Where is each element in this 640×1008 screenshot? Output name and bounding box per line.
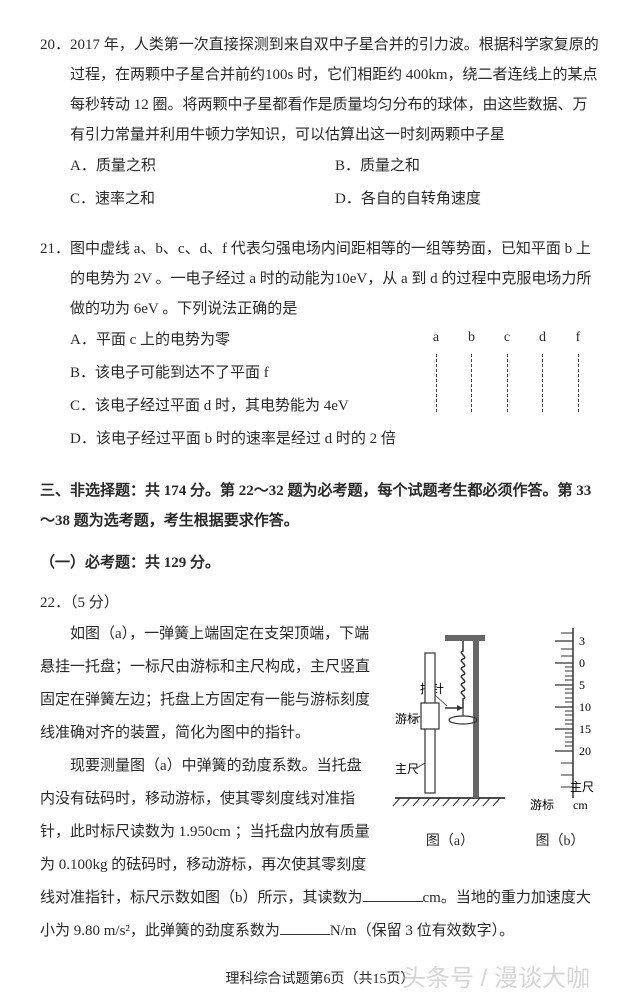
q22-para2c: N/m（保留 3 位有效数字）。 [330, 923, 514, 939]
q20-number: 20． [40, 37, 70, 53]
dashed-line [459, 352, 485, 412]
q20-opt-d: D．各自的自转角速度 [335, 183, 600, 216]
dashed-line [494, 352, 520, 412]
footer-text: 理科综合试题第6页（共15页） [226, 972, 415, 987]
q21-label-a: a [423, 324, 449, 352]
question-20: 20．2017 年，人类第一次直接探测到来自双中子星合并的引力波。根据科学家复原… [40, 30, 600, 216]
q21-diagram: a b c d f [420, 324, 600, 404]
q21-label-d: d [530, 324, 556, 352]
watermark: 头条号 / 漫谈大咖 [402, 958, 590, 993]
svg-text:3: 3 [579, 634, 585, 648]
q20-body: 20．2017 年，人类第一次直接探测到来自双中子星合并的引力波。根据科学家复原… [40, 30, 600, 150]
dashed-line [423, 352, 449, 412]
q21-opt-b: B．该电子可能到达不了平面 f [70, 357, 410, 390]
svg-text:5: 5 [579, 678, 585, 692]
section-3-title: 三、非选择题：共 174 分。第 22～32 题为必考题，每个试题考生都必须作答… [40, 476, 600, 536]
blank-k [280, 919, 330, 935]
figure-a-svg: 指针 游标 主尺 [385, 623, 515, 813]
q20-text: 2017 年，人类第一次直接探测到来自双中子星合并的引力波。根据科学家复原的过程… [70, 37, 599, 143]
q21-opt-d: D．该电子经过平面 b 时的速率是经过 d 时的 2 倍 [70, 423, 410, 456]
figure-b-svg: 3 0 5 10 15 20 [525, 623, 595, 823]
figure-a-label: 图（a） [385, 828, 515, 856]
svg-text:主尺: 主尺 [570, 780, 594, 794]
q22-figures: 指针 游标 主尺 3 [380, 623, 600, 856]
blank-reading [363, 886, 423, 902]
q21-label-f: f [565, 324, 591, 352]
svg-text:游标: 游标 [530, 798, 554, 812]
dashed-line [565, 352, 591, 412]
svg-text:20: 20 [579, 744, 591, 758]
q21-label-b: b [459, 324, 485, 352]
svg-text:15: 15 [579, 722, 591, 736]
figure-b-label: 图（b） [525, 828, 595, 856]
q21-label-c: c [494, 324, 520, 352]
q21-text: 图中虚线 a、b、c、d、f 代表匀强电场内间距相等的一组等势面，已知平面 b … [70, 241, 591, 317]
page-footer: 理科综合试题第6页（共15页） 头条号 / 漫谈大咖 [40, 968, 600, 988]
q21-number: 21． [40, 241, 70, 257]
svg-text:10: 10 [579, 700, 591, 714]
question-21: 21．图中虚线 a、b、c、d、f 代表匀强电场内间距相等的一组等势面，已知平面… [40, 234, 600, 456]
q22-para2a: 现要测量图（a）中弹簧的劲度系数。当托盘内没有砝码时，移动游标，使其零刻度线对准… [40, 758, 370, 906]
svg-text:0: 0 [579, 656, 585, 670]
q21-opt-c: C．该电子经过平面 d 时，其电势能为 4eV [70, 390, 410, 423]
q20-options: A．质量之积 B．质量之和 C．速率之和 D．各自的自转角速度 [40, 150, 600, 216]
q22-number: 22．（5 分） [40, 588, 600, 618]
question-22: 22．（5 分） [40, 588, 600, 948]
q21-body: 21．图中虚线 a、b、c、d、f 代表匀强电场内间距相等的一组等势面，已知平面… [40, 234, 600, 324]
svg-text:cm: cm [573, 798, 588, 812]
dashed-line [530, 352, 556, 412]
section-3-subtitle: （一）必考题：共 129 分。 [40, 548, 600, 578]
q20-opt-c: C．速率之和 [70, 183, 335, 216]
q20-opt-b: B．质量之和 [335, 150, 600, 183]
q21-opt-a: A．平面 c 上的电势为零 [70, 324, 410, 357]
q20-opt-a: A．质量之积 [70, 150, 335, 183]
